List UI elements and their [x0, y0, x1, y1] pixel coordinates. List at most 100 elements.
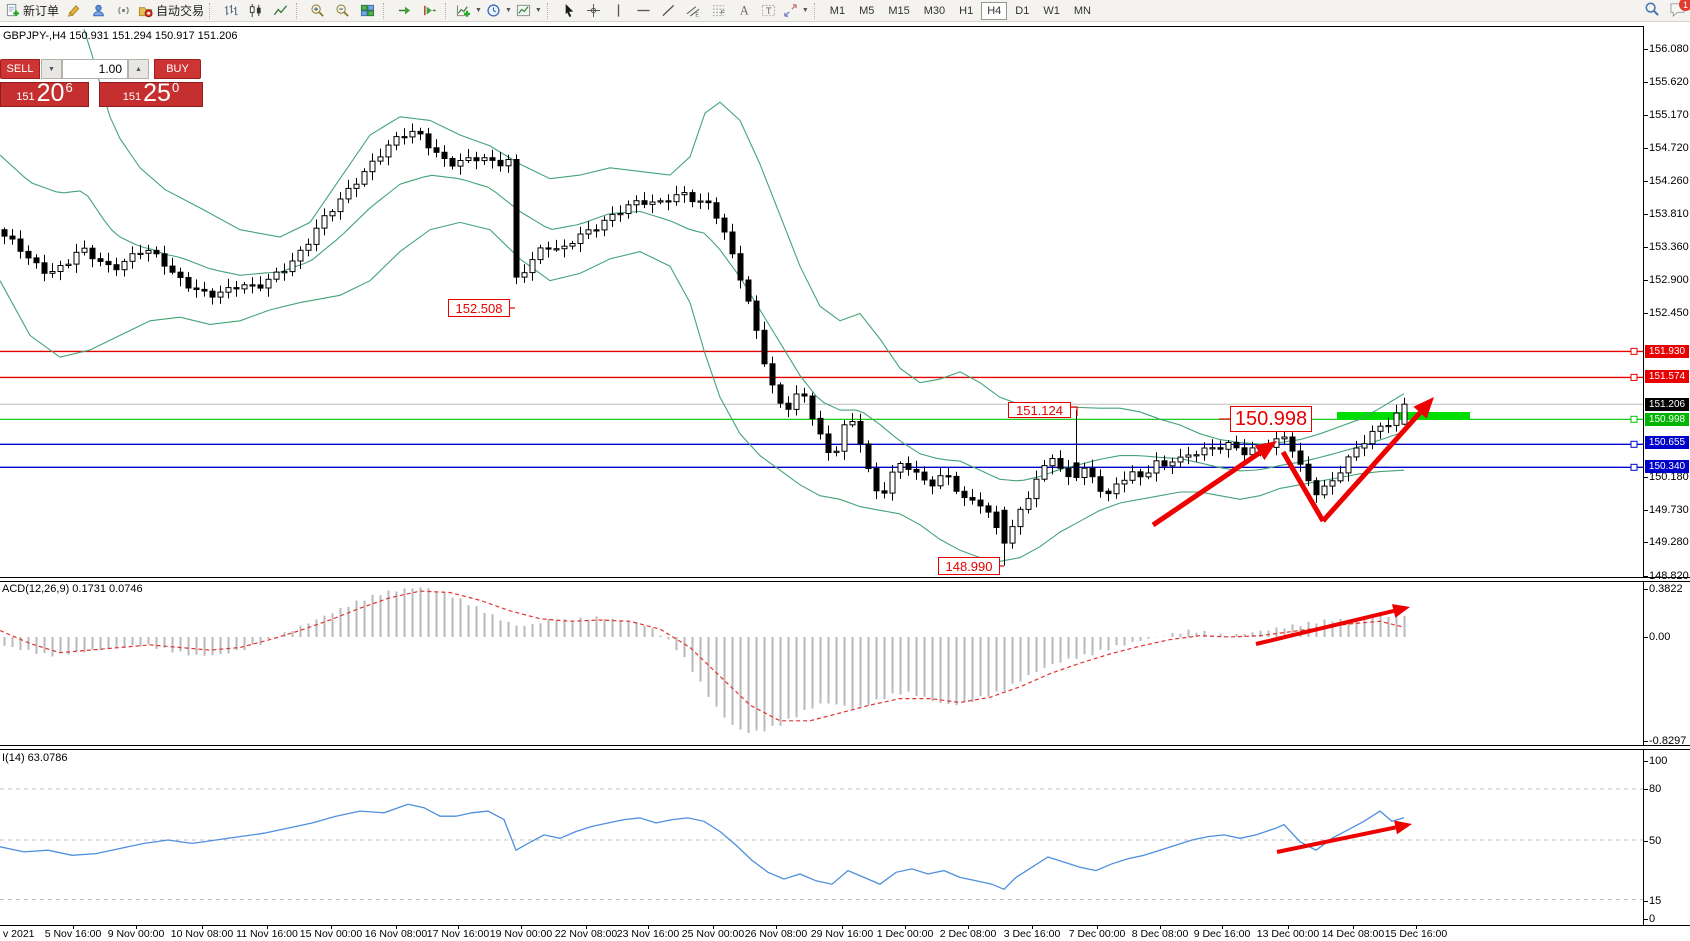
price-tick-label: 154.720 — [1649, 142, 1689, 154]
timeframe-m1[interactable]: M1 — [829, 4, 846, 17]
tile-windows-button[interactable] — [355, 1, 380, 21]
timeframe-m5[interactable]: M5 — [859, 4, 875, 17]
line-handle[interactable] — [1630, 347, 1638, 355]
price-tick — [1643, 115, 1648, 116]
volume-input[interactable]: 1.00 — [62, 59, 128, 79]
price-line-label: 151.206 — [1645, 397, 1689, 411]
crosshair-button[interactable] — [581, 1, 606, 21]
volume-decrease-button[interactable]: ▼ — [41, 59, 62, 79]
date-label: 8 Dec 08:00 — [1131, 928, 1189, 940]
toolbar-separator — [383, 2, 388, 19]
macd-panel[interactable] — [0, 581, 1643, 745]
date-label: 17 Nov 16:00 — [426, 928, 490, 940]
price-annotation[interactable]: 151.124 — [1008, 402, 1071, 418]
price-tick-label: 154.260 — [1649, 175, 1689, 187]
price-annotation[interactable]: 150.998 — [1230, 406, 1312, 432]
community-button[interactable] — [86, 1, 111, 21]
buy-button[interactable]: BUY — [154, 59, 201, 79]
search-icon[interactable] — [1644, 1, 1661, 23]
price-tick — [1643, 181, 1648, 182]
date-tick — [73, 925, 74, 929]
time-axis-line — [0, 925, 1690, 926]
date-tick — [586, 925, 587, 929]
timeframe-m30[interactable]: M30 — [923, 4, 946, 17]
date-tick — [1160, 925, 1161, 929]
timeframe-mn[interactable]: MN — [1073, 4, 1091, 17]
templates-button[interactable]: ▼ — [514, 1, 544, 21]
new-order-button[interactable]: 新订单 — [3, 1, 61, 21]
chevron-down-icon: ▼ — [504, 7, 512, 14]
date-tick — [136, 925, 137, 929]
channel-button[interactable]: E — [681, 1, 706, 21]
auto-scroll-button[interactable] — [392, 1, 417, 21]
timeframe-d1[interactable]: D1 — [1015, 4, 1030, 17]
price-tick-label: 148.820 — [1649, 570, 1689, 582]
timeframe-w1[interactable]: W1 — [1043, 4, 1060, 17]
chart-title: GBPJPY-,H4 150.931 151.294 150.917 151.2… — [3, 30, 238, 42]
line-handle[interactable] — [1630, 440, 1638, 448]
date-label: 15 Dec 16:00 — [1384, 928, 1448, 940]
cursor-button[interactable] — [556, 1, 581, 21]
price-annotation[interactable]: 152.508 — [448, 299, 510, 317]
bar-chart-button[interactable] — [218, 1, 243, 21]
annotation-leaders — [510, 307, 1230, 567]
price-annotation[interactable]: 148.990 — [938, 557, 1000, 575]
bid-price[interactable]: 151 20 6 — [0, 80, 89, 107]
volume-increase-button[interactable]: ▲ — [128, 59, 149, 79]
line-chart-button[interactable] — [268, 1, 293, 21]
chart-border-top — [0, 26, 1643, 27]
rsi-tick — [1643, 901, 1648, 902]
line-handle[interactable] — [1630, 463, 1638, 471]
zoom-out-button[interactable] — [330, 1, 355, 21]
macd-tick-label: 0.00 — [1649, 631, 1671, 643]
arrows-tool-button[interactable]: ▼ — [781, 1, 811, 21]
sell-button[interactable]: SELL — [0, 59, 40, 79]
periods-button[interactable]: ▼ — [484, 1, 514, 21]
rsi-tick — [1643, 761, 1648, 762]
rsi-tick-label: 50 — [1649, 835, 1662, 847]
text-label-button[interactable]: T — [756, 1, 781, 21]
styler-button[interactable] — [61, 1, 86, 21]
price-line-label: 150.655 — [1645, 435, 1689, 449]
vertical-line-button[interactable] — [606, 1, 631, 21]
rsi-tick — [1643, 919, 1648, 920]
date-tick — [521, 925, 522, 929]
indicators-button[interactable]: ▼ — [454, 1, 484, 21]
line-handle[interactable] — [1630, 415, 1638, 423]
toolbar-separator — [546, 2, 552, 19]
zoom-in-button[interactable] — [305, 1, 330, 21]
rsi-line — [0, 803, 1405, 891]
date-label: 26 Nov 08:00 — [744, 928, 808, 940]
main-chart[interactable] — [0, 26, 1643, 577]
date-tick — [1222, 925, 1223, 929]
date-label: 13 Dec 00:00 — [1256, 928, 1320, 940]
price-tick — [1643, 510, 1648, 511]
fibonacci-button[interactable]: F — [706, 1, 731, 21]
price-tick-label: 152.450 — [1649, 307, 1689, 319]
trendline-button[interactable] — [656, 1, 681, 21]
chart-shift-button[interactable] — [417, 1, 442, 21]
date-label: 9 Dec 16:00 — [1193, 928, 1251, 940]
ask-price[interactable]: 151 25 0 — [99, 80, 203, 107]
price-tick — [1643, 49, 1648, 50]
panel-separator-rsi[interactable] — [0, 745, 1690, 750]
text-button[interactable]: A — [731, 1, 756, 21]
price-line-label: 150.998 — [1645, 412, 1689, 426]
news-broadcast-button[interactable] — [111, 1, 136, 21]
panel-separator-macd[interactable] — [0, 577, 1690, 582]
price-line-label: 150.340 — [1645, 459, 1689, 473]
chat-icon[interactable]: 1 — [1669, 0, 1690, 23]
date-label: 11 Nov 16:00 — [236, 928, 298, 940]
timeframe-h1[interactable]: H1 — [959, 4, 974, 17]
toolbar-right: 1 — [1644, 0, 1690, 23]
autotrading-button[interactable]: 自动交易 — [136, 1, 206, 21]
candle-chart-button[interactable] — [243, 1, 268, 21]
date-tick — [1032, 925, 1033, 929]
line-handle[interactable] — [1630, 373, 1638, 381]
horizontal-line-button[interactable] — [631, 1, 656, 21]
timeframe-m15[interactable]: M15 — [888, 4, 910, 17]
date-label: 7 Dec 00:00 — [1068, 928, 1126, 940]
timeframe-h4[interactable]: H4 — [981, 1, 1008, 20]
date-tick — [713, 925, 714, 929]
rsi-panel[interactable] — [0, 749, 1643, 925]
